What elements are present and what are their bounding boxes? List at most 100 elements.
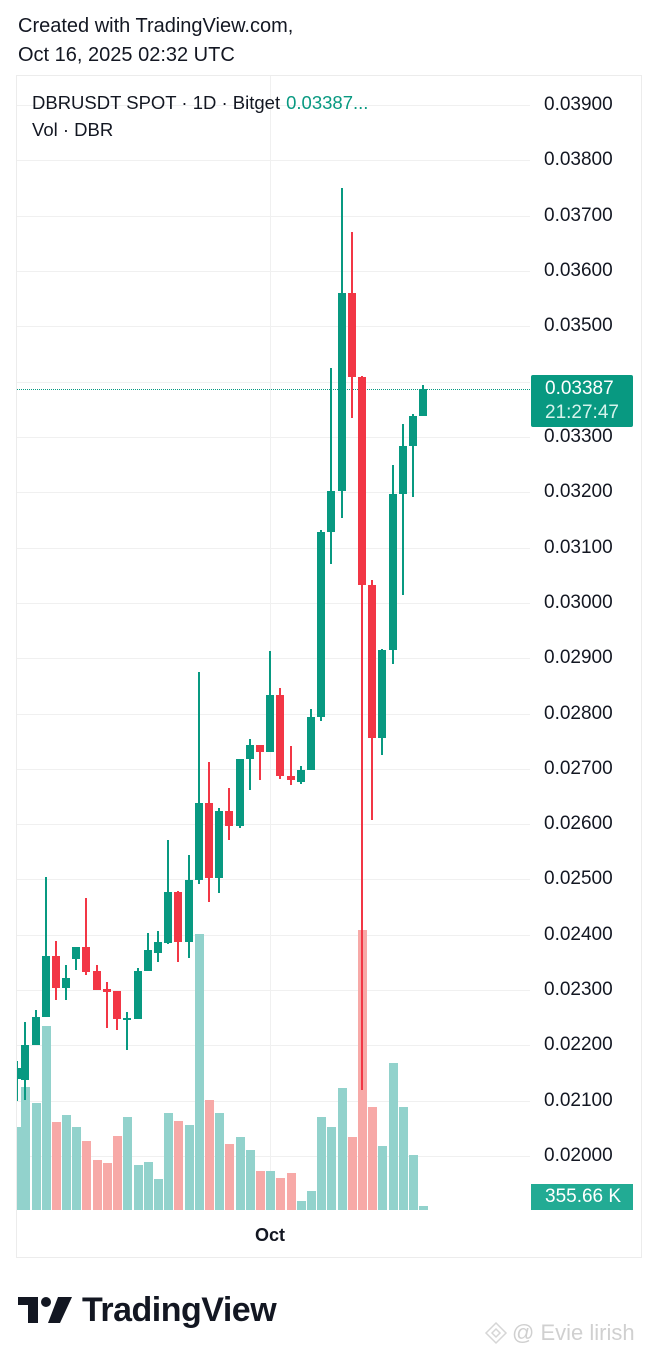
price-plot-area[interactable] xyxy=(17,76,530,1210)
legend-volume[interactable]: Vol · DBR xyxy=(32,119,114,140)
volume-bar xyxy=(398,1107,408,1210)
candle-wick xyxy=(106,982,108,1028)
volume-bar xyxy=(275,1177,285,1210)
gridline xyxy=(17,105,530,106)
gridline xyxy=(17,768,530,770)
gridline xyxy=(17,879,530,881)
candle-up xyxy=(154,941,162,954)
gridline xyxy=(17,934,530,936)
candle-up xyxy=(338,293,346,492)
price-axis-label: 0.02800 xyxy=(544,702,613,724)
gridline xyxy=(17,160,530,162)
chart-caption: Created with TradingView.com, Oct 16, 20… xyxy=(18,12,293,70)
legend-symbol[interactable]: DBRUSDT SPOT · 1D · Bitget xyxy=(32,92,281,113)
volume-bar xyxy=(377,1146,387,1210)
candle-wick xyxy=(402,423,404,596)
price-axis[interactable]: 0.03900 0.03800 0.03700 0.03600 0.03500 0.033… xyxy=(530,76,641,1257)
volume-bar xyxy=(71,1126,81,1210)
candle-up xyxy=(62,977,70,988)
candle-down xyxy=(93,970,101,991)
volume-bar xyxy=(408,1154,418,1210)
gridline xyxy=(17,326,530,328)
volume-bar xyxy=(81,1140,91,1210)
volume-bar xyxy=(286,1172,296,1210)
candle-down xyxy=(256,745,264,753)
volume-bar xyxy=(388,1062,398,1210)
candle-up xyxy=(399,446,407,495)
gridline xyxy=(17,824,530,826)
volume-bar xyxy=(153,1178,163,1210)
price-axis-label: 0.03000 xyxy=(544,591,613,613)
volume-bar xyxy=(265,1171,275,1210)
candle-up xyxy=(123,1017,131,1020)
volume-bar xyxy=(51,1121,61,1210)
volume-bar xyxy=(214,1112,224,1210)
gridline xyxy=(17,436,530,438)
volume-bar xyxy=(61,1115,71,1210)
gridline xyxy=(17,215,530,217)
volume-bar xyxy=(347,1137,357,1210)
candle-up xyxy=(195,803,203,881)
volume-bar xyxy=(41,1025,51,1210)
candle-up xyxy=(215,810,223,878)
volume-bar xyxy=(316,1116,326,1210)
candle-wick xyxy=(412,414,414,497)
price-axis-label: 0.03700 xyxy=(544,204,613,226)
candle-down xyxy=(205,803,213,878)
candle-up xyxy=(21,1044,29,1080)
candle-up xyxy=(307,716,315,770)
gridline xyxy=(17,990,530,992)
candle-wick xyxy=(198,672,200,884)
candle-up xyxy=(185,880,193,942)
volume-bar xyxy=(173,1120,183,1210)
candle-up xyxy=(32,1017,40,1045)
candle-wick xyxy=(167,840,169,944)
price-axis-label: 0.02500 xyxy=(544,868,613,890)
volume-bar xyxy=(163,1113,173,1210)
volume-bar xyxy=(306,1191,316,1210)
price-axis-label: 0.02000 xyxy=(544,1145,613,1167)
volume-bar xyxy=(102,1163,112,1210)
volume-bar xyxy=(296,1200,306,1210)
candle-wick xyxy=(85,897,87,976)
volume-bar xyxy=(367,1106,377,1210)
candle-up xyxy=(266,694,274,753)
candle-down xyxy=(113,991,121,1019)
candle-up xyxy=(236,758,244,826)
volume-bar xyxy=(204,1100,214,1210)
last-volume-tag: 355.66 K xyxy=(531,1184,633,1210)
watermark: @ Evie lirish xyxy=(484,1320,635,1346)
candle-up xyxy=(246,745,254,759)
volume-bar xyxy=(122,1116,132,1210)
gridline xyxy=(17,1156,530,1158)
bar-countdown: 21:27:47 xyxy=(545,401,619,423)
candle-up xyxy=(378,650,386,739)
tradingview-logo-icon xyxy=(18,1297,72,1323)
candle-up xyxy=(42,955,50,1018)
gridline xyxy=(17,658,530,660)
candle-up xyxy=(72,946,80,960)
time-axis-label: Oct xyxy=(254,1225,286,1245)
gridline xyxy=(17,1045,530,1047)
price-axis-label: 0.02900 xyxy=(544,647,613,669)
volume-bar xyxy=(235,1137,245,1210)
price-axis-label: 0.03200 xyxy=(544,481,613,503)
volume-bar xyxy=(143,1162,153,1210)
chart-legend: DBRUSDT SPOT · 1D · Bitget 0.03387... Vol… xyxy=(32,89,368,143)
chart-frame xyxy=(16,75,642,1258)
candle-wick xyxy=(249,738,251,790)
volume-bar xyxy=(194,934,204,1210)
gridline xyxy=(17,381,530,383)
volume-bar xyxy=(418,1206,428,1210)
volume-bar xyxy=(245,1149,255,1210)
volume-bar xyxy=(224,1143,234,1210)
last-price-tag: 0.03387 21:27:47 xyxy=(531,374,633,427)
candle-down xyxy=(103,989,111,992)
legend-last-price: 0.03387... xyxy=(286,92,369,113)
candle-up xyxy=(409,416,417,447)
price-axis-label: 0.02100 xyxy=(544,1089,613,1111)
price-axis-label: 0.03100 xyxy=(544,536,613,558)
candle-down xyxy=(287,776,295,780)
candle-up xyxy=(164,892,172,944)
gridline xyxy=(17,602,530,604)
